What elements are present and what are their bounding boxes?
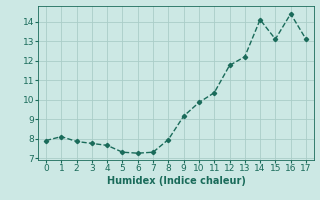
X-axis label: Humidex (Indice chaleur): Humidex (Indice chaleur) bbox=[107, 176, 245, 186]
